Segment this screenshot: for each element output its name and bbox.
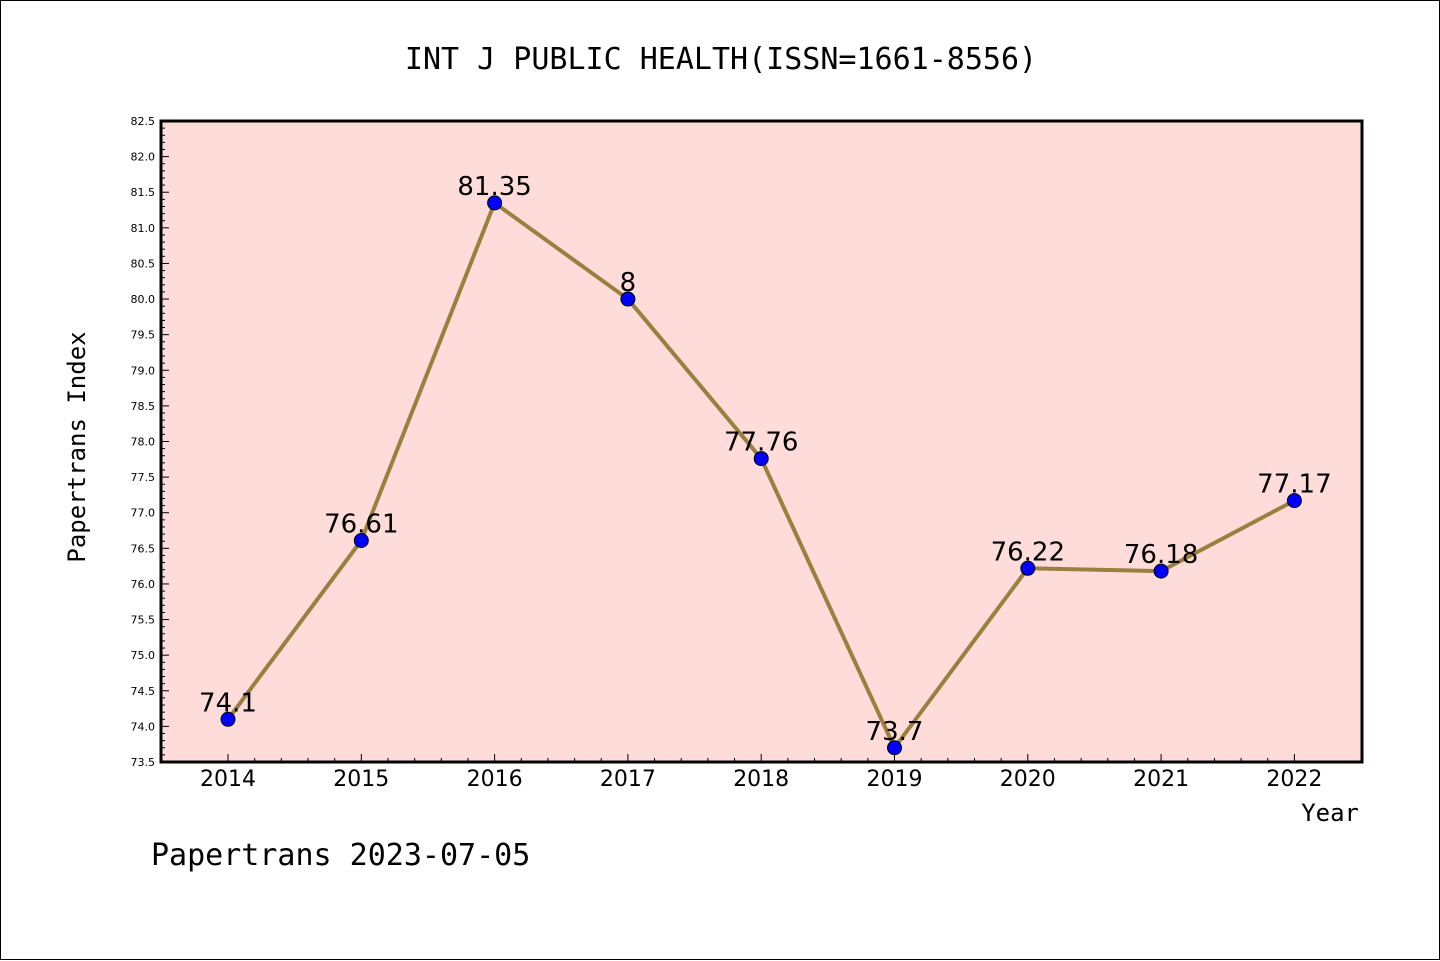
x-tick-label: 2021 (1133, 767, 1189, 792)
y-tick-label: 73.5 (131, 756, 156, 769)
data-point-marker (1286, 493, 1302, 509)
data-point-marker (220, 711, 236, 727)
y-tick-label: 74.0 (131, 720, 156, 733)
data-point-label: 81.35 (457, 172, 531, 202)
y-tick-label: 75.5 (131, 614, 156, 627)
y-axis-label: Papertrans Index (63, 331, 91, 562)
y-axis: 73.5 74.0 74.5 75.0 75.5 76.0 76.5 77.0 77.5 78.0… (131, 115, 169, 769)
data-point-marker (887, 740, 902, 756)
y-tick-label: 74.5 (131, 685, 156, 698)
y-tick-label: 78.5 (131, 400, 156, 413)
y-tick-label: 77.0 (131, 507, 156, 520)
y-tick-label: 76.0 (131, 578, 156, 591)
y-tick-label: 75.0 (131, 649, 156, 662)
y-tick-label: 81.5 (131, 186, 156, 199)
x-tick-label: 2015 (333, 767, 389, 792)
chart-title: INT J PUBLIC HEALTH(ISSN=1661-8556) (405, 42, 1037, 77)
data-labels: 74.1 76.61 81.35 8 77.76 73.7 76.22 76.18 77.17 (199, 172, 1332, 747)
data-point-marker (353, 532, 369, 548)
y-tick-label: 76.5 (131, 542, 156, 555)
y-tick-label: 81.0 (131, 222, 156, 235)
data-point-label: 76.22 (991, 537, 1065, 567)
plot-area (159, 119, 1364, 764)
x-axis-label: Year (1301, 799, 1359, 827)
data-point-label: 76.18 (1124, 540, 1198, 570)
data-point-label: 77.76 (724, 428, 798, 458)
data-point-marker (487, 195, 503, 211)
data-point-label: 76.61 (324, 509, 398, 539)
data-point-marker (1020, 560, 1036, 576)
footer-date: Papertrans 2023-07-05 (151, 838, 530, 873)
y-tick-label: 78.0 (131, 436, 156, 449)
data-point-marker (753, 451, 769, 467)
data-point-marker (1153, 563, 1169, 579)
x-tick-label: 2016 (467, 767, 523, 792)
y-tick-label: 82.0 (131, 151, 156, 164)
data-point-label: 8 (620, 268, 637, 298)
data-point-label: 77.17 (1257, 470, 1331, 500)
x-axis: 2014 2015 2016 2017 2018 2019 2020 2021 2022 (200, 754, 1322, 792)
series-markers (220, 195, 1302, 756)
y-tick-label: 79.5 (131, 329, 156, 342)
y-tick-label: 80.0 (131, 293, 156, 306)
x-tick-label: 2020 (1000, 767, 1056, 792)
data-point-marker (620, 291, 636, 307)
y-tick-label: 77.5 (131, 471, 156, 484)
x-tick-label: 2018 (733, 767, 789, 792)
x-tick-label: 2017 (600, 767, 656, 792)
y-tick-label: 80.5 (131, 257, 156, 270)
y-tick-label: 79.0 (131, 364, 156, 377)
x-tick-label: 2019 (867, 767, 923, 792)
data-point-label: 74.1 (199, 688, 257, 718)
y-tick-label: 82.5 (131, 115, 156, 128)
x-tick-label: 2014 (200, 767, 256, 792)
x-tick-label: 2022 (1266, 767, 1322, 792)
data-point-label: 73.7 (866, 717, 924, 747)
